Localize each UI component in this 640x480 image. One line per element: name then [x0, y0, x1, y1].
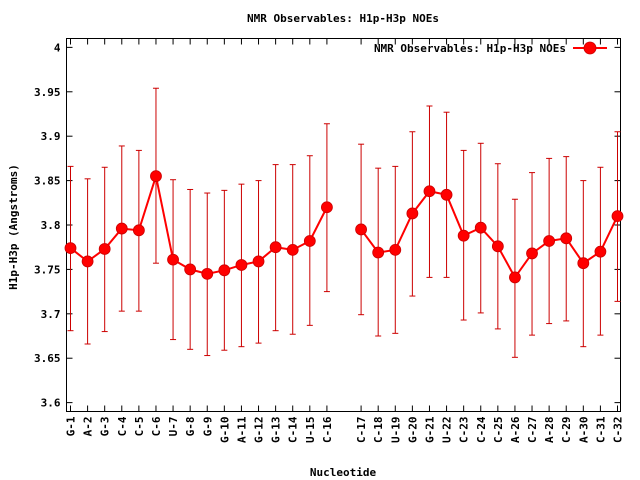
x-tick-label: G-8: [184, 417, 197, 437]
data-point: [491, 240, 504, 253]
error-bars: [67, 87, 621, 358]
x-axis-label: Nucleotide: [310, 466, 377, 479]
data-point: [321, 201, 333, 214]
data-point: [235, 259, 248, 271]
data-point: [594, 245, 607, 258]
data-point: [167, 253, 179, 266]
x-tick-label: C-31: [594, 416, 607, 443]
y-tick-label: 3.95: [34, 86, 61, 99]
data-point: [286, 243, 299, 256]
data-point: [560, 232, 573, 245]
data-point: [303, 235, 316, 247]
plot-area: 3.6 3.65 3.7 3.75 3.8 3.85 3.9 3.95 4 G-1 A-2 G-3 C…: [34, 38, 625, 444]
data-point: [474, 221, 487, 234]
x-tick-label: U-7: [167, 417, 180, 437]
y-tick-label: 3.75: [34, 263, 61, 276]
x-tick-label: C-32: [612, 417, 625, 444]
data-point: [201, 267, 214, 280]
data-point: [218, 264, 231, 277]
x-tick-label: C-6: [150, 416, 163, 436]
x-tick-label: A-2: [82, 417, 95, 437]
data-point: [64, 242, 77, 254]
x-tick-label: G-1: [65, 416, 78, 436]
y-axis-label: H1p-H3p (Angstroms): [7, 164, 20, 290]
y-tick-label: 4: [54, 41, 61, 54]
y-tick-label: 3.85: [34, 175, 61, 188]
legend-marker: [583, 41, 597, 55]
x-tick-label: A-30: [577, 417, 590, 444]
x-tick-label: C-27: [526, 417, 539, 444]
data-point: [269, 241, 282, 254]
series-line: [69, 172, 328, 275]
x-tick-label: G-12: [253, 417, 266, 444]
x-axis: G-1 A-2 G-3 C-4 C-5 C-6 U-7 G-8 G-9 G-10 A-11 G-12 G…: [65, 38, 625, 444]
data-point: [184, 263, 197, 276]
x-tick-label: C-14: [287, 416, 300, 443]
x-tick-label: C-5: [133, 417, 146, 437]
x-tick-label: U-22: [441, 417, 454, 444]
data-point: [150, 170, 162, 183]
chart-title: NMR Observables: H1p-H3p NOEs: [247, 12, 439, 25]
data-point: [440, 188, 453, 201]
x-tick-label: C-29: [560, 417, 573, 444]
data-point: [423, 185, 436, 198]
data-point: [577, 257, 590, 270]
y-tick-label: 3.9: [41, 130, 61, 143]
x-tick-label: U-19: [389, 417, 402, 444]
x-tick-label: C-23: [458, 417, 471, 444]
x-tick-label: C-16: [321, 416, 334, 443]
x-tick-label: C-24: [475, 416, 488, 443]
x-tick-label: C-18: [372, 417, 385, 444]
series-line: [360, 190, 619, 280]
x-tick-label: G-10: [218, 417, 231, 444]
y-tick-label: 3.65: [34, 352, 61, 365]
data-point: [81, 255, 94, 268]
x-tick-label: G-21: [423, 416, 436, 443]
data-point: [389, 243, 402, 256]
data-point: [509, 271, 521, 284]
data-point: [611, 210, 624, 223]
x-tick-label: C-17: [355, 417, 368, 444]
series-lines: [69, 172, 619, 280]
x-tick-label: A-28: [543, 417, 556, 444]
x-tick-label: C-25: [492, 417, 505, 444]
data-point: [457, 229, 470, 242]
x-tick-label: A-11: [235, 416, 248, 443]
data-point: [355, 223, 367, 236]
data-point: [115, 222, 128, 235]
x-tick-label: G-9: [201, 417, 214, 437]
y-tick-label: 3.7: [41, 308, 61, 321]
x-tick-label: U-15: [304, 417, 317, 444]
series-points: [64, 170, 624, 284]
y-tick-label: 3.6: [41, 397, 61, 410]
plot-frame: [66, 38, 621, 412]
data-point: [543, 235, 556, 247]
data-point: [252, 255, 265, 268]
data-point: [406, 207, 419, 220]
data-point: [372, 246, 385, 259]
x-tick-label: G-13: [270, 417, 283, 444]
x-tick-label: G-20: [406, 417, 419, 444]
legend-label: NMR Observables: H1p-H3p NOEs: [374, 42, 566, 55]
x-tick-label: G-3: [99, 417, 112, 437]
y-tick-label: 3.8: [41, 219, 61, 232]
x-tick-label: C-4: [116, 416, 129, 436]
data-point: [98, 243, 111, 255]
legend: NMR Observables: H1p-H3p NOEs: [374, 41, 607, 55]
data-point: [526, 247, 538, 260]
data-point: [132, 224, 145, 237]
x-tick-label: A-26: [509, 416, 522, 443]
